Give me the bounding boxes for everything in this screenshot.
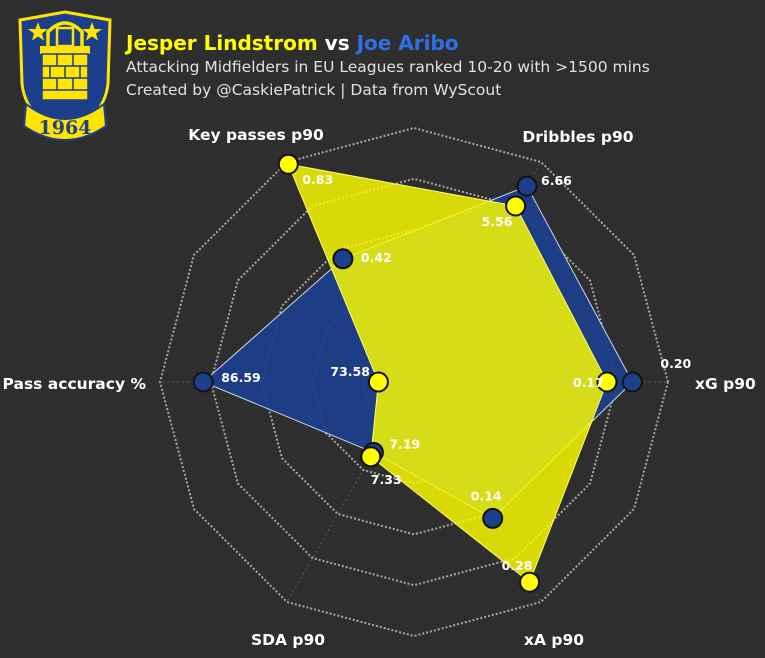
jesper-lindstrom-point-xg-p90: [596, 371, 618, 393]
axis-label-dribbles-p90: Dribbles p90: [522, 128, 633, 146]
jesper-lindstrom-point-key-passes-p90: [277, 153, 299, 175]
joe-aribo-point-xa-p90: [482, 507, 504, 529]
joe-aribo-value-sda-p90: 7.19: [389, 436, 420, 451]
jesper-lindstrom-point-dribbles-p90: [505, 195, 527, 217]
value-labels: 0.17 5.56 0.83 73.58 7.33 0.28 0.20 6.66 0.42 86.…: [221, 172, 691, 573]
chart-credit: Created by @CaskiePatrick | Data from Wy…: [126, 81, 502, 99]
jesper-lindstrom-point-pass-accuracy: [367, 371, 389, 393]
jesper-lindstrom-value-xg-p90: 0.17: [573, 375, 604, 390]
axis-label-key-passes-p90: Key passes p90: [188, 126, 324, 144]
jesper-lindstrom-value-dribbles-p90: 5.56: [482, 214, 513, 229]
joe-aribo-point-dribbles-p90: [516, 175, 538, 197]
joe-aribo-value-pass-accuracy: 86.59: [221, 370, 261, 385]
player1-name: Jesper Lindstrom: [126, 31, 318, 55]
axis-spoke-sda-p90: [286, 381, 415, 603]
data-markers: [192, 153, 643, 593]
joe-aribo-point-key-passes-p90: [332, 248, 354, 270]
jesper-lindstrom-value-pass-accuracy: 73.58: [330, 364, 370, 379]
axis-label-sda-p90: SDA p90: [251, 631, 325, 649]
axis-label-pass-accuracy: Pass accuracy %: [3, 375, 147, 393]
jesper-lindstrom-value-xa-p90: 0.28: [502, 558, 533, 573]
jesper-lindstrom-value-sda-p90: 7.33: [371, 472, 402, 487]
axis-label-xa-p90: xA p90: [524, 631, 584, 649]
joe-aribo-point-xg-p90: [621, 371, 643, 393]
axis-label-xg-p90: xG p90: [695, 375, 756, 393]
joe-aribo-point-pass-accuracy: [192, 371, 214, 393]
player2-name: Joe Aribo: [356, 31, 459, 55]
brondby-crest-logo: 1964: [18, 10, 112, 141]
chart-subtitle: Attacking Midfielders in EU Leagues rank…: [126, 58, 650, 76]
joe-aribo-value-dribbles-p90: 6.66: [541, 173, 572, 188]
jesper-lindstrom-value-key-passes-p90: 0.83: [302, 172, 333, 187]
jesper-lindstrom-point-xa-p90: [519, 571, 541, 593]
vs-label: vs: [324, 31, 350, 55]
crest-year: 1964: [39, 117, 92, 139]
chart-title: Jesper Lindstrom vs Joe Aribo: [126, 30, 756, 56]
joe-aribo-value-key-passes-p90: 0.42: [361, 250, 392, 265]
joe-aribo-value-xg-p90: 0.20: [660, 356, 691, 371]
axis-labels: xG p90 Dribbles p90 Key passes p90 Pass acc…: [3, 126, 756, 649]
jesper-lindstrom-point-sda-p90: [360, 446, 382, 468]
chart-header: Jesper Lindstrom vs Joe Aribo Attacking …: [126, 30, 756, 102]
grid-ring-5: [158, 126, 670, 638]
joe-aribo-value-xa-p90: 0.14: [471, 488, 502, 503]
